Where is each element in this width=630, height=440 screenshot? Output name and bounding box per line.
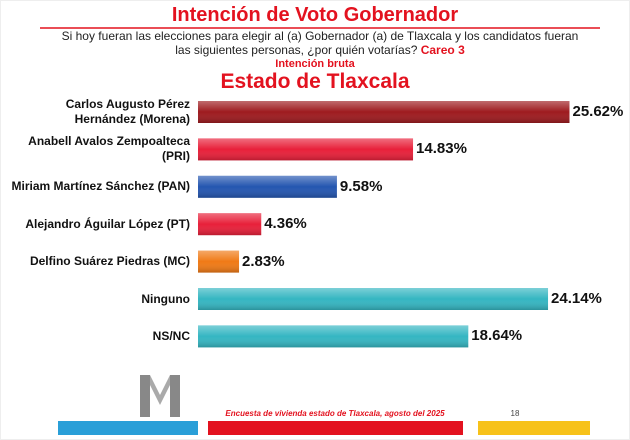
category-label: Alejandro Águilar López (PT) [25,216,190,231]
subtitle: Intención bruta [275,58,355,70]
question-text: Si hoy fueran las elecciones para elegir… [61,29,579,57]
value-label: 9.58% [339,177,383,195]
category-label: Delfino Suárez Piedras (MC) [29,254,190,269]
bar-shine [198,213,262,236]
category-label: Miriam Martínez Sánchez (PAN) [11,179,190,194]
bar-shine [198,325,469,348]
bar-shine [198,101,570,123]
category-label: NS/NC [152,328,190,343]
category-label: Anabell Avalos Zempoalteca (PRI) [28,134,190,164]
footer-bar-red [208,421,463,435]
category-label: Ninguno [141,291,190,306]
bar-shine [198,175,337,198]
value-label: 25.62% [572,103,624,120]
value-label: 4.36% [264,215,307,233]
footer-bar-yellow [478,421,590,435]
value-label: 18.64% [471,327,523,345]
region: Estado de Tlaxcala [220,70,410,93]
value-label: 24.14% [551,290,602,307]
value-label: 2.83% [242,252,285,270]
logo [140,375,180,417]
page-number: 18 [510,409,520,418]
bar-shine [198,250,240,273]
footer: Encuesta de vivienda estado de Tlaxcala,… [225,409,445,418]
question-tag: Careo 3 [420,43,465,57]
footer-bar-blue [58,421,198,435]
chart-title: Intención de Voto Gobernador [171,4,459,26]
question: Si hoy fueran las elecciones para elegir… [60,29,580,57]
category-label: Carlos Augusto Pérez Hernández (Morena) [65,97,190,126]
bar-shine [198,288,549,310]
bar-shine [198,138,414,161]
value-label: 14.83% [416,140,467,158]
